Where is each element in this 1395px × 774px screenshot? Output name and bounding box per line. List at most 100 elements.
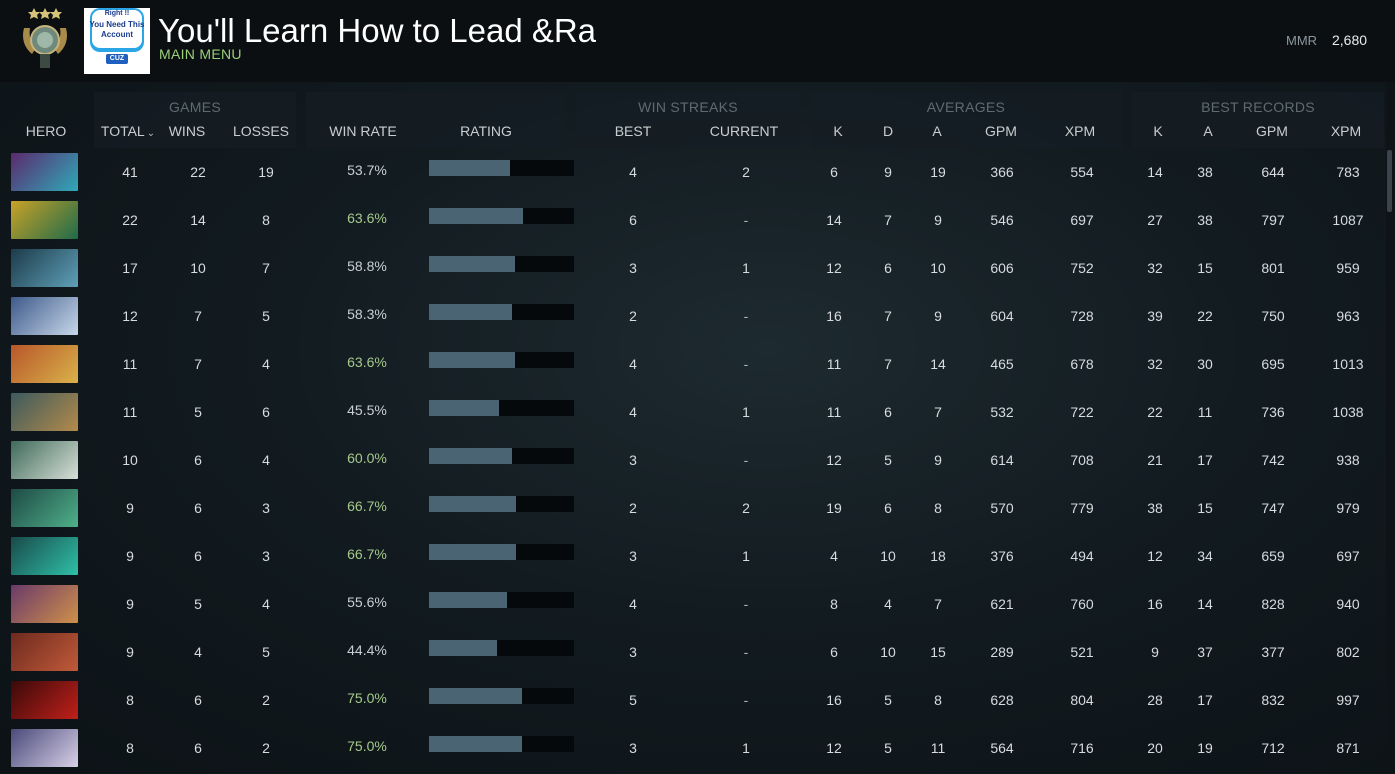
games-group-panel: [94, 92, 296, 148]
rating-bar-fill: [429, 352, 515, 368]
cell-best-xpm: 938: [1336, 452, 1360, 468]
hero-portrait-3-icon[interactable]: [11, 249, 78, 287]
cell-d: 10: [880, 644, 896, 660]
cell-current: -: [743, 596, 749, 612]
cell-win-rate: 60.0%: [347, 450, 387, 466]
cell-d: 5: [884, 692, 892, 708]
table-row[interactable]: 9 6 3 3 1 4 10 18 376 494 12 34 659 697 66.7%: [10, 534, 1385, 578]
col-header-best-xpm[interactable]: XPM: [1330, 123, 1362, 139]
hero-portrait-7-icon[interactable]: [11, 441, 78, 479]
hero-portrait-8-icon[interactable]: [11, 489, 78, 527]
table-row[interactable]: 11 7 4 4 - 11 7 14 465 678 32 30 695 1013 63.6%: [10, 342, 1385, 386]
hero-portrait-9-icon[interactable]: [11, 537, 78, 575]
cell-losses: 4: [262, 452, 270, 468]
col-header-avg-k[interactable]: K: [833, 123, 843, 139]
hero-portrait-13-icon[interactable]: [11, 729, 78, 767]
cell-current: -: [743, 644, 749, 660]
rating-bar-fill: [429, 160, 510, 176]
cell-best-gpm: 644: [1261, 164, 1285, 180]
hero-portrait-1-icon[interactable]: [11, 153, 78, 191]
hero-portrait-5-icon[interactable]: [11, 345, 78, 383]
col-header-best-a[interactable]: A: [1203, 123, 1213, 139]
table-row[interactable]: 9 6 3 2 2 19 6 8 570 779 38 15 747 979 66.7%: [10, 486, 1385, 530]
rating-bar-fill: [429, 208, 523, 224]
cell-wins: 6: [194, 452, 202, 468]
hero-portrait-4-icon[interactable]: [11, 297, 78, 335]
col-header-rating[interactable]: RATING: [460, 123, 512, 139]
table-row[interactable]: 9 4 5 3 - 6 10 15 289 521 9 37 377 802 44.4%: [10, 630, 1385, 674]
col-header-current-streak[interactable]: CURRENT: [709, 123, 779, 139]
scrollbar-track[interactable]: [1386, 82, 1395, 774]
col-header-avg-a[interactable]: A: [932, 123, 942, 139]
col-header-total[interactable]: TOTAL ⌄: [88, 123, 168, 139]
cell-losses: 3: [262, 548, 270, 564]
cell-k: 11: [826, 356, 842, 372]
hero-portrait-12-icon[interactable]: [11, 681, 78, 719]
table-row[interactable]: 11 5 6 4 1 11 6 7 532 722 22 11 736 1038 45.5%: [10, 390, 1385, 434]
hero-portrait-6-icon[interactable]: [11, 393, 78, 431]
averages-group-panel: [810, 92, 1122, 148]
main-menu-link[interactable]: MAIN MENU: [159, 46, 242, 62]
cell-total: 41: [122, 164, 138, 180]
cell-best-xpm: 1087: [1332, 212, 1364, 228]
cell-a: 9: [934, 452, 942, 468]
scrollbar-thumb[interactable]: [1387, 150, 1392, 212]
table-row[interactable]: 8 6 2 3 1 12 5 11 564 716 20 19 712 871 75.0%: [10, 726, 1385, 770]
col-header-losses[interactable]: LOSSES: [232, 123, 290, 139]
cell-gpm: 289: [990, 644, 1014, 660]
cell-current: 1: [742, 740, 750, 756]
cell-losses: 4: [262, 356, 270, 372]
table-row[interactable]: 12 7 5 2 - 16 7 9 604 728 39 22 750 963 58.3%: [10, 294, 1385, 338]
cell-best-a: 14: [1197, 596, 1213, 612]
profile-name: You'll Learn How to Lead &Ra: [158, 12, 597, 49]
col-header-win-rate[interactable]: WIN RATE: [329, 123, 397, 139]
cell-total: 10: [122, 452, 138, 468]
cell-wins: 6: [194, 548, 202, 564]
col-header-avg-gpm[interactable]: GPM: [985, 123, 1017, 139]
col-header-hero[interactable]: HERO: [25, 123, 67, 139]
cell-current: 2: [742, 164, 750, 180]
cell-wins: 6: [194, 500, 202, 516]
cell-total: 9: [126, 548, 134, 564]
cell-a: 8: [934, 692, 942, 708]
profile-avatar[interactable]: Right !! You Need This Account CUZ: [84, 8, 150, 74]
cell-k: 4: [830, 548, 838, 564]
col-header-total-label: TOTAL: [100, 123, 145, 139]
cell-current: 1: [742, 548, 750, 564]
cell-gpm: 546: [990, 212, 1014, 228]
col-header-wins[interactable]: WINS: [168, 123, 206, 139]
cell-a: 7: [934, 596, 942, 612]
col-header-avg-xpm[interactable]: XPM: [1064, 123, 1096, 139]
cell-xpm: 697: [1070, 212, 1094, 228]
cell-wins: 5: [194, 596, 202, 612]
rating-bar-fill: [429, 304, 512, 320]
table-row[interactable]: 41 22 19 4 2 6 9 19 366 554 14 38 644 783 53.7%: [10, 150, 1385, 194]
cell-k: 14: [826, 212, 842, 228]
cell-xpm: 804: [1070, 692, 1094, 708]
cell-current: 2: [742, 500, 750, 516]
col-header-avg-d[interactable]: D: [882, 123, 894, 139]
table-row[interactable]: 17 10 7 3 1 12 6 10 606 752 32 15 801 959 58.8%: [10, 246, 1385, 290]
hero-portrait-2-icon[interactable]: [11, 201, 78, 239]
cell-k: 6: [830, 644, 838, 660]
cell-a: 9: [934, 308, 942, 324]
cell-best-k: 28: [1147, 692, 1163, 708]
col-header-best-streak[interactable]: BEST: [614, 123, 652, 139]
table-row[interactable]: 9 5 4 4 - 8 4 7 621 760 16 14 828 940 55.6%: [10, 582, 1385, 626]
cell-best-xpm: 963: [1336, 308, 1360, 324]
col-header-best-k[interactable]: K: [1153, 123, 1163, 139]
cell-d: 4: [884, 596, 892, 612]
hero-portrait-10-icon[interactable]: [11, 585, 78, 623]
cell-best: 6: [629, 212, 637, 228]
col-header-best-gpm[interactable]: GPM: [1256, 123, 1288, 139]
cell-best-xpm: 783: [1336, 164, 1360, 180]
hero-portrait-11-icon[interactable]: [11, 633, 78, 671]
cell-gpm: 604: [990, 308, 1014, 324]
table-row[interactable]: 10 6 4 3 - 12 5 9 614 708 21 17 742 938 60.0%: [10, 438, 1385, 482]
table-row[interactable]: 8 6 2 5 - 16 5 8 628 804 28 17 832 997 75.0%: [10, 678, 1385, 722]
cell-best-xpm: 997: [1336, 692, 1360, 708]
cell-best-k: 32: [1147, 260, 1163, 276]
cell-total: 8: [126, 740, 134, 756]
rating-bar-fill: [429, 448, 512, 464]
table-row[interactable]: 22 14 8 6 - 14 7 9 546 697 27 38 797 1087 63.6%: [10, 198, 1385, 242]
